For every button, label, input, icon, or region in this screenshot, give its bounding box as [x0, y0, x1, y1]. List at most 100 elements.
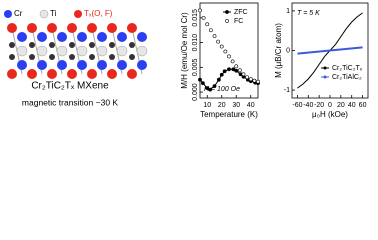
x-tick-label: 20 — [218, 102, 226, 109]
atom — [29, 54, 35, 60]
atom — [16, 45, 28, 57]
data-point — [227, 54, 231, 59]
data-point — [248, 77, 253, 82]
legend-label: Cr₂TiC₂Tₓ — [332, 65, 363, 72]
crystal-structure — [7, 23, 148, 79]
y-tick-label: 1 — [286, 8, 290, 15]
atom — [89, 42, 95, 48]
y-axis-label: M (μB/Cr atom) — [274, 23, 283, 78]
x-tick-label: 20 — [337, 102, 345, 109]
data-point — [222, 69, 227, 74]
legend-marker — [225, 19, 229, 23]
atom — [37, 32, 47, 42]
data-point — [201, 15, 206, 20]
annotation: H = 100 Oe — [204, 86, 240, 93]
legend-ball — [39, 9, 49, 19]
data-point — [200, 81, 205, 86]
atom — [137, 32, 147, 42]
data-point — [212, 84, 217, 89]
atom — [117, 32, 127, 42]
data-point — [241, 72, 246, 77]
atom — [27, 69, 37, 79]
legend-ball — [4, 10, 12, 18]
atom — [69, 42, 75, 48]
x-tick-label: 10 — [203, 102, 211, 109]
atom — [27, 23, 37, 33]
atom — [9, 54, 15, 60]
atom — [7, 23, 17, 33]
x-tick-label: -60 — [292, 102, 302, 109]
atom — [7, 69, 17, 79]
legend-label: ZFC — [234, 9, 248, 16]
data-point — [212, 34, 217, 39]
atom — [87, 69, 97, 79]
atom — [137, 60, 147, 70]
atom — [17, 60, 27, 70]
atom — [127, 23, 137, 33]
y-tick-label: 0.010 — [192, 34, 199, 52]
atom — [56, 45, 68, 57]
atom — [97, 32, 107, 42]
atom — [57, 32, 67, 42]
x-axis-label: μ₀H (kOe) — [312, 110, 348, 119]
atom — [57, 60, 67, 70]
atom — [97, 60, 107, 70]
y-tick-label: -1 — [284, 87, 290, 94]
legend-label: Cr₂TiAlC₂ — [332, 74, 362, 81]
structure-caption: magnetic transition ~30 K — [22, 97, 118, 107]
atom — [67, 69, 77, 79]
data-point — [230, 59, 235, 64]
atom — [49, 54, 55, 60]
series-line — [297, 46, 363, 55]
legend-label: Cr — [14, 9, 23, 18]
data-point — [216, 77, 221, 82]
atom — [29, 42, 35, 48]
data-point — [216, 39, 221, 44]
atom — [107, 23, 117, 33]
x-tick-label: 0 — [328, 102, 332, 109]
atom — [49, 42, 55, 48]
atom — [136, 45, 148, 57]
x-tick-label: -40 — [303, 102, 313, 109]
data-point — [223, 49, 228, 54]
atom — [89, 54, 95, 60]
x-tick-label: 60 — [359, 102, 367, 109]
data-point — [256, 79, 260, 84]
legend-label: FC — [234, 18, 243, 25]
atom — [36, 45, 48, 57]
x-axis-label: Temperature (K) — [200, 110, 258, 119]
data-point — [208, 87, 213, 92]
data-point — [245, 75, 250, 80]
atom — [109, 42, 115, 48]
data-point — [237, 68, 242, 73]
legend-ball — [74, 10, 82, 18]
atom — [127, 69, 137, 79]
annotation: T = 5 K — [297, 10, 320, 17]
figure: Cr Ti Tₓ(O, F) Cr₂TiC₂Tₓ MXene magnetic … — [4, 2, 369, 119]
data-point — [231, 67, 236, 72]
atom — [129, 54, 135, 60]
atom — [69, 54, 75, 60]
y-tick-label: 0.015 — [192, 9, 199, 27]
atom — [87, 23, 97, 33]
data-point — [198, 77, 202, 82]
x-tick-label: 40 — [348, 102, 356, 109]
y-tick-label: 0.000 — [192, 83, 199, 101]
legend-label: Tₓ(O, F) — [84, 9, 113, 18]
atom — [77, 60, 87, 70]
data-point — [219, 44, 224, 49]
plot-frame — [199, 2, 259, 99]
atom — [47, 23, 57, 33]
atom — [116, 45, 128, 57]
data-point — [252, 78, 257, 83]
atom — [109, 54, 115, 60]
legend-marker — [225, 10, 229, 14]
atom — [47, 69, 57, 79]
data-point — [198, 8, 202, 13]
x-tick-label: 30 — [232, 102, 240, 109]
atom — [9, 42, 15, 48]
y-axis-label: M/H (emu/Oe mol Cr) — [180, 12, 189, 89]
y-tick-label: 0.005 — [192, 58, 199, 76]
legend-marker — [323, 66, 327, 70]
atom — [96, 45, 108, 57]
